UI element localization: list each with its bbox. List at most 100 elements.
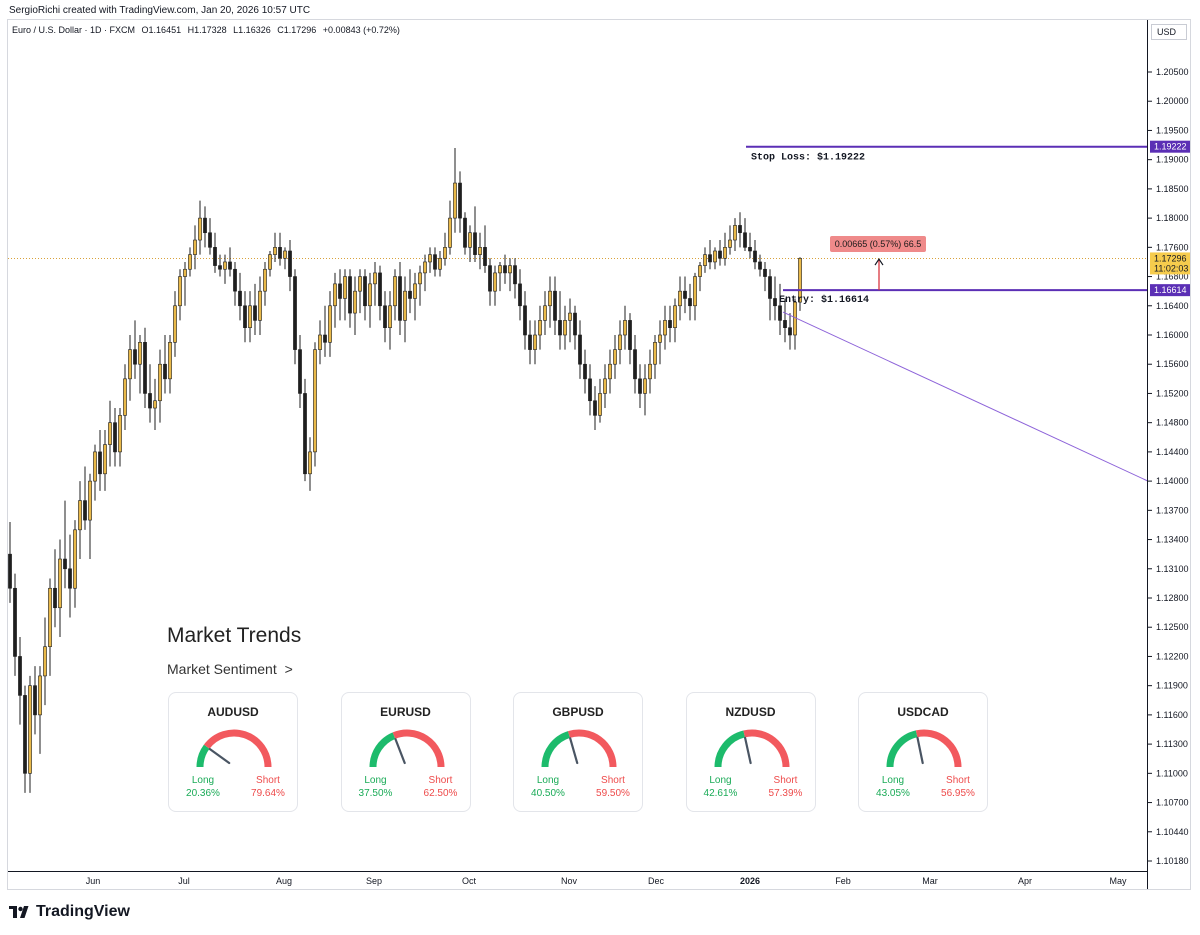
long-percent: 37.50% (358, 788, 393, 799)
candle (143, 342, 147, 394)
price-tick-label: 1.11900 (1156, 681, 1188, 691)
candle (453, 182, 457, 219)
gauge-long-arc (369, 732, 396, 768)
candle (588, 378, 592, 402)
price-tick-label: 1.10700 (1156, 798, 1189, 808)
sentiment-card-usdcad[interactable]: USDCAD Long Short 43.05% 56.95% (858, 692, 988, 812)
short-percent: 59.50% (596, 788, 630, 799)
chart-credit: SergioRichi created with TradingView.com… (9, 5, 311, 16)
time-tick-label: Aug (276, 876, 292, 886)
candle (573, 312, 577, 336)
candle (98, 451, 102, 475)
candle (518, 283, 522, 307)
candle (243, 305, 247, 328)
candle (83, 500, 87, 521)
long-label: Long (709, 775, 732, 786)
candle (148, 393, 152, 409)
candle (53, 587, 57, 609)
candle (693, 276, 697, 307)
market-sentiment-label: Market Sentiment (167, 661, 277, 677)
candle (728, 239, 732, 248)
candle (448, 217, 452, 248)
sentiment-card-eurusd[interactable]: EURUSD Long Short 37.50% 62.50% (340, 692, 471, 812)
price-tick-label: 1.18000 (1156, 213, 1189, 223)
gauge-needle (569, 737, 579, 765)
candle (128, 349, 132, 380)
candle (293, 276, 297, 350)
candle (103, 444, 107, 475)
candle (93, 451, 97, 482)
candle (538, 320, 542, 336)
candle (338, 283, 342, 299)
candle (183, 268, 187, 277)
time-tick-label: Jul (178, 876, 190, 886)
candle (298, 349, 302, 394)
candle (78, 500, 82, 531)
candle (153, 400, 157, 409)
sentiment-card-gbpusd[interactable]: GBPUSD Long Short 40.50% 59.50% (513, 692, 643, 812)
legend-symbol: Euro / U.S. Dollar · 1D · FXCM (12, 25, 136, 35)
short-percent: 57.39% (768, 788, 803, 799)
candle (393, 276, 397, 307)
candle (408, 290, 412, 299)
price-tick-label: 1.20500 (1156, 67, 1189, 77)
candle (743, 232, 747, 248)
candle (208, 232, 212, 248)
candle (718, 250, 722, 259)
sentiment-gauge (541, 729, 617, 768)
candle (178, 276, 182, 307)
price-tick-label: 1.17600 (1156, 242, 1189, 252)
legend-change: +0.00843 (+0.72%) (322, 25, 400, 35)
time-axis-divider (8, 871, 1147, 872)
chevron-right-icon: > (284, 661, 293, 677)
candle (308, 451, 312, 475)
candle (778, 305, 782, 321)
candle (428, 254, 432, 263)
long-label: Long (364, 775, 387, 786)
candle (73, 529, 77, 589)
brand-name: TradingView (36, 903, 130, 920)
arrow-up-icon (874, 257, 884, 266)
candle (218, 265, 222, 270)
time-tick-label: 2026 (740, 876, 760, 886)
candle (233, 268, 237, 292)
sentiment-card-audusd[interactable]: AUDUSD Long Short 20.36% 79.64% (168, 692, 298, 812)
short-percent: 79.64% (251, 788, 285, 799)
candle (278, 247, 282, 259)
time-tick-label: Mar (922, 876, 938, 886)
candle (558, 320, 562, 336)
gauge-short-arc (742, 729, 789, 768)
candle (658, 334, 662, 343)
short-label: Short (601, 775, 625, 786)
long-percent: 40.50% (531, 788, 565, 799)
candle (353, 290, 357, 314)
sentiment-gauge (369, 729, 444, 768)
candle (158, 363, 162, 402)
candle (523, 305, 527, 336)
gauge-needle (743, 736, 752, 765)
candle (198, 217, 202, 241)
sentiment-card-nzdusd[interactable]: NZDUSD Long Short 42.61% 57.39% (685, 692, 816, 812)
candle (68, 568, 72, 589)
candle (368, 283, 372, 307)
market-sentiment-link[interactable]: Market Sentiment > (167, 661, 293, 677)
time-tick-label: Oct (462, 876, 477, 886)
candle (553, 290, 557, 321)
candle (613, 349, 617, 365)
candle (503, 265, 507, 274)
current-price-label-countdown: 11:02:03 (1154, 263, 1188, 273)
candle (403, 290, 407, 321)
candle (763, 268, 767, 277)
price-tick-label: 1.13400 (1156, 535, 1189, 545)
currency-button[interactable]: USD (1151, 24, 1187, 40)
tradingview-logo: TradingView (9, 903, 130, 921)
candle (423, 261, 427, 274)
candle (563, 320, 567, 336)
candle (783, 320, 787, 328)
time-tick-label: Sep (366, 876, 382, 886)
gauge-needle (393, 738, 406, 765)
time-tick-label: Dec (648, 876, 665, 886)
time-tick-label: Jun (86, 876, 101, 886)
candle (583, 363, 587, 380)
